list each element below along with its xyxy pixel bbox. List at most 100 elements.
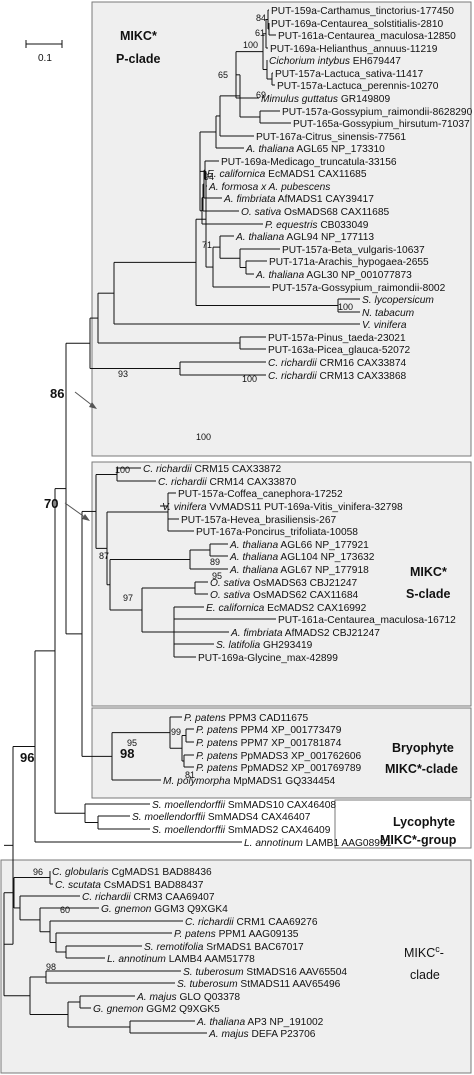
leaf-label: O. sativa OsMADS68 CAX11685 [241, 207, 390, 218]
major-support-value: 98 [120, 746, 134, 761]
support-value: 61 [255, 28, 265, 38]
leaf-label: PUT-157a-Beta_vulgaris-10637 [282, 245, 425, 256]
leaf-label: PUT-159a-Carthamus_tinctorius-177450 [271, 6, 454, 17]
support-86-arrow [74, 391, 97, 409]
leaf-label: Cichorium intybus EH679447 [269, 56, 401, 67]
s-clade-label-line1: MIKC* [410, 565, 447, 579]
leaf-label: PUT-157a-Coffea_canephora-17252 [178, 489, 343, 500]
leaf-label: L. annotinum LAMB4 AAM51778 [107, 954, 255, 965]
support-value: 95 [127, 738, 137, 748]
leaf-label: P. patens PpMADS3 XP_001762606 [196, 751, 362, 762]
support-value: 69 [256, 90, 266, 100]
p-clade-label-line1: MIKC* [120, 29, 157, 43]
support-value: 99 [171, 727, 181, 737]
major-support-value: 86 [50, 386, 64, 401]
leaf-label: P. patens PPM3 CAD11675 [184, 713, 309, 724]
lycophyte-group-label-line2: MIKC*-group [380, 833, 457, 847]
support-value: 87 [99, 551, 109, 561]
leaf-label: PUT-157a-Lactuca_perennis-10270 [277, 81, 439, 92]
leaf-label: PUT-163a-Picea_glauca-52072 [268, 345, 410, 356]
bryophyte-clade-label-line1: Bryophyte [392, 741, 454, 755]
leaf-labels: PUT-159a-Carthamus_tinctorius-177450 PUT-… [52, 6, 473, 1040]
leaf-label: PUT-169a-Medicago_truncatula-33156 [221, 157, 397, 168]
leaf-label: A. majus GLO Q03378 [136, 992, 240, 1003]
leaf-label: S. remotifolia SrMADS1 BAC67017 [144, 942, 304, 953]
leaf-label: C. richardii CRM16 CAX33874 [268, 358, 406, 369]
lycophyte-group-box [334, 799, 472, 849]
leaf-label: C. richardii CRM15 CAX33872 [143, 464, 281, 475]
scale-bar: 0.1 [25, 40, 63, 64]
leaf-label: E. californica EcMADS1 CAX11685 [207, 169, 367, 180]
leaf-label: PUT-169a-Glycine_max-42899 [198, 653, 338, 664]
leaf-label: PUT-169a-Helianthus_annuus-11219 [270, 44, 438, 55]
support-value: 100 [242, 374, 257, 384]
support-value: 96 [33, 867, 43, 877]
leaf-label: C. scutata CsMADS1 BAD88437 [55, 880, 204, 891]
support-value: 100 [338, 302, 353, 312]
support-value: 100 [243, 40, 258, 50]
leaf-label: S. tuberosum StMADS11 AAV65496 [177, 979, 341, 990]
leaf-label: PUT-167a-Citrus_sinensis-77561 [256, 132, 406, 143]
leaf-label: P. patens PpMADS2 XP_001769789 [196, 763, 362, 774]
major-support-value: 96 [20, 750, 34, 765]
leaf-label: A. fimbriata AfMADS1 CAY39417 [223, 194, 374, 205]
support-value: 84 [256, 13, 266, 23]
leaf-label: PUT-157a-Pinus_taeda-23021 [268, 333, 406, 344]
leaf-label: G. gnemon GGM2 Q9XGK5 [93, 1004, 220, 1015]
leaf-label: PUT-157a-Gossypium_raimondii-8002 [272, 283, 446, 294]
support-value: 89 [210, 557, 220, 567]
support-value: 94 [204, 172, 214, 182]
leaf-label: L. annotinum LAMB1 AAG08991 [244, 838, 392, 849]
leaf-label: PUT-161a-Centaurea_maculosa-16712 [278, 615, 456, 626]
leaf-label: P. equestris CB033049 [265, 220, 369, 231]
leaf-label: C. richardii CRM14 CAX33870 [158, 477, 296, 488]
leaf-label: A. thaliana AGL67 NP_177918 [229, 565, 369, 576]
leaf-label: S. latifolia GH293419 [216, 640, 313, 651]
leaf-label: A. fimbriata AfMADS2 CBJ21247 [230, 628, 380, 639]
leaf-label: A. formosa x A. pubescens [208, 182, 330, 193]
leaf-label: P. patens PPM7 XP_001781874 [196, 738, 342, 749]
leaf-label: PUT-165a-Gossypium_hirsutum-71037 [293, 119, 470, 130]
leaf-label: PUT-157a-Hevea_brasiliensis-267 [181, 515, 336, 526]
support-value: 65 [218, 70, 228, 80]
leaf-label: M. polymorpha MpMADS1 GQ334454 [163, 776, 335, 787]
leaf-label: V. vinifera VvMADS11 PUT-169a-Vitis_vini… [162, 502, 403, 513]
tree-branches [3, 9, 360, 1034]
leaf-label: PUT-167a-Poncirus_trifoliata-10058 [196, 527, 358, 538]
leaf-label: S. moellendorffii SmMADS2 CAX46409 [152, 825, 331, 836]
leaf-label: O. sativa OsMADS62 CAX11684 [210, 590, 359, 601]
major-support-value: 70 [44, 496, 58, 511]
s-clade-box [91, 461, 472, 707]
leaf-label: PUT-157a-Lactuca_sativa-11417 [275, 69, 424, 80]
leaf-label: A. thaliana AGL66 NP_177921 [229, 540, 369, 551]
leaf-label: S. lycopersicum [362, 295, 434, 306]
leaf-label: A. thaliana AGL104 NP_173632 [229, 552, 375, 563]
leaf-label: A. thaliana AGL65 NP_173310 [245, 144, 385, 155]
mikc-c-clade-label-line1: MIKCc- [404, 944, 444, 960]
leaf-label: PUT-171a-Arachis_hypogaea-2655 [269, 257, 429, 268]
leaf-label: Mimulus guttatus GR149809 [261, 94, 390, 105]
leaf-label: C. richardii CRM13 CAX33868 [268, 371, 406, 382]
p-clade-label-line2: P-clade [116, 52, 161, 66]
leaf-label: A. thaliana AGL30 NP_001077873 [255, 270, 412, 281]
leaf-label: O. sativa OsMADS63 CBJ21247 [210, 578, 358, 589]
scale-bar-label: 0.1 [38, 53, 52, 64]
bryophyte-clade-box [91, 707, 472, 799]
p-clade-box [91, 1, 472, 457]
support-value: 95 [212, 571, 222, 581]
leaf-label: P. patens PPM1 AAG09135 [174, 929, 299, 940]
leaf-label: PUT-169a-Centaurea_solstitialis-2810 [271, 19, 443, 30]
leaf-label: PUT-157a-Gossypium_raimondii-8628290 [282, 107, 473, 118]
support-value: 71 [202, 240, 212, 250]
support-70-arrow [64, 502, 90, 521]
leaf-label: S. moellendorffii SmMADS10 CAX46408 [152, 800, 336, 811]
leaf-label: C. globularis CgMADS1 BAD88436 [52, 867, 212, 878]
leaf-label: N. tabacum [362, 308, 415, 319]
leaf-label: E. californica EcMADS2 CAX16992 [206, 603, 367, 614]
leaf-label: V. vinifera [362, 320, 407, 331]
bryophyte-clade-label-line2: MIKC*-clade [385, 762, 458, 776]
leaf-label: S. tuberosum StMADS16 AAV65504 [183, 967, 347, 978]
mikc-c-clade-label-line2: clade [410, 968, 440, 982]
